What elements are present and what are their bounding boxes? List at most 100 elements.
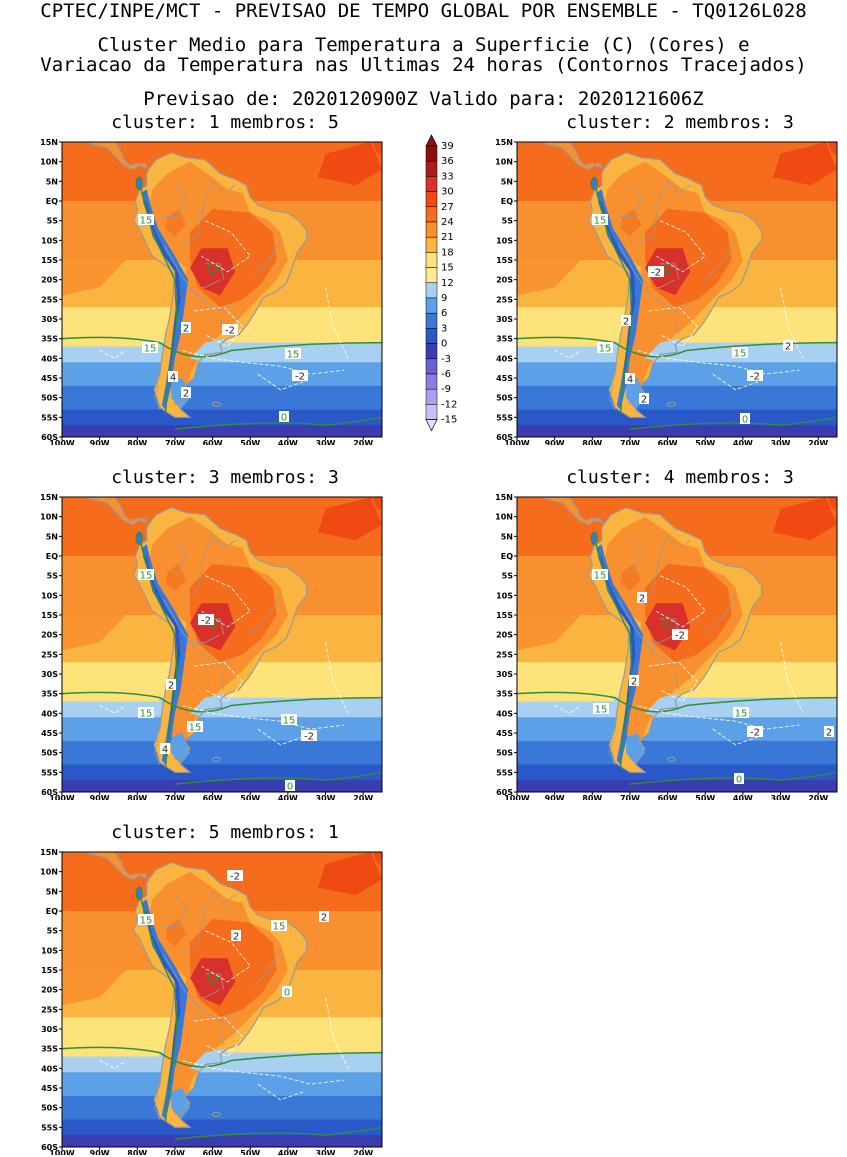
lon-label: 90W	[545, 794, 565, 800]
country-border	[163, 954, 180, 982]
temperature-band	[517, 362, 837, 387]
country-border	[219, 1028, 225, 1045]
colorbar-swatch	[425, 404, 438, 420]
map-frame	[516, 141, 838, 438]
atlantic-warm-area	[773, 497, 837, 541]
contour-label-bg	[648, 266, 664, 277]
lat-label: 55S	[496, 768, 513, 777]
colorbar-swatch	[425, 252, 438, 268]
lat-label: 15N	[40, 138, 58, 147]
falkland-islands	[666, 401, 676, 407]
contour-15-andes	[140, 899, 178, 1124]
lon-label: 40W	[278, 794, 298, 800]
colorbar-label: -6	[441, 369, 451, 380]
country-border	[212, 181, 236, 194]
colorbar-top-arrow	[425, 134, 438, 147]
colorbar-swatch	[425, 176, 438, 192]
country-border	[618, 599, 635, 627]
colombia-cold-spot	[590, 531, 598, 545]
temperature-band	[517, 717, 837, 742]
map-frame	[61, 851, 383, 1148]
lat-label: 30S	[496, 315, 513, 324]
contour-label-bg	[138, 214, 154, 225]
country-border	[163, 895, 187, 928]
colorbar-label: 9	[441, 293, 447, 304]
country-border	[704, 595, 736, 635]
pacific-warm-area	[62, 208, 138, 296]
lat-label: 15N	[495, 493, 513, 502]
temperature-band	[517, 780, 837, 792]
colorbar-swatch	[425, 267, 438, 284]
cluster-2-title: cluster: 2 membros: 3	[566, 112, 794, 133]
map-frame	[61, 141, 383, 438]
country-border	[190, 989, 221, 998]
country-border	[667, 536, 691, 549]
lon-label: 60W	[203, 794, 223, 800]
country-border	[163, 540, 187, 573]
contour-label-bg	[593, 703, 609, 714]
lon-label: 20W	[808, 794, 828, 800]
contour-label: 15	[140, 709, 153, 720]
temperature-colorbar: 39 36 33 30 27 24 21 18 15 12 9 6 3 0 -3 -6 -9 -12 -15	[418, 130, 478, 445]
contour-label-bg	[621, 315, 631, 326]
colorbar-label: 0	[441, 339, 447, 350]
lon-label: 30W	[316, 794, 336, 800]
coastline	[132, 506, 308, 773]
variation-contour	[656, 575, 706, 628]
lon-label: 50W	[695, 794, 715, 800]
lat-label: 15S	[496, 256, 513, 265]
amazon-region	[165, 208, 187, 237]
contour-label: 0	[284, 988, 290, 999]
variation-contour	[325, 642, 349, 714]
lat-label: 30S	[41, 315, 58, 324]
lat-label: 40S	[41, 354, 58, 363]
colorbar-label: 6	[441, 308, 447, 319]
africa-coast	[373, 497, 382, 511]
coastline-ca	[62, 497, 150, 526]
lat-label: 45S	[41, 729, 58, 738]
lat-label: 5S	[47, 572, 59, 581]
country-border	[249, 950, 281, 990]
forecast-validity: Previsao de: 2020120900Z Valido para: 20…	[143, 88, 704, 110]
chile-islands	[153, 374, 161, 410]
lat-label: 10N	[495, 158, 513, 167]
contour-label-bg	[292, 370, 308, 381]
coastline	[132, 151, 308, 418]
temperature-band	[62, 409, 382, 426]
colorbar-swatch	[425, 312, 438, 329]
contour-label: 15	[594, 571, 607, 582]
variation-contour	[201, 575, 251, 628]
temperature-band	[62, 740, 382, 765]
variation-contour	[193, 661, 244, 703]
cluster-2-map: 15 -2 2 15 15 2 4 -2 2 0 15N 10N 5N EQ 5S 10S 15S 20S 25S 3…	[477, 135, 847, 445]
temperature-band	[517, 385, 837, 410]
contour-label: 4	[162, 745, 168, 756]
contour-label-bg	[740, 413, 750, 424]
lat-label: 60S	[41, 433, 58, 442]
lat-label: 20S	[41, 986, 58, 995]
lon-label: 80W	[127, 1149, 147, 1155]
contour-label-bg	[279, 411, 289, 422]
coastline-ca	[62, 852, 150, 881]
contour-label-bg	[301, 730, 317, 741]
temperature-band	[62, 764, 382, 781]
country-border	[163, 599, 180, 627]
lat-label: 55S	[496, 413, 513, 422]
lon-label: 70W	[620, 439, 640, 445]
lon-label: 90W	[90, 794, 110, 800]
pacific-mild-area	[62, 674, 160, 702]
colorbar-swatch	[425, 191, 438, 208]
subtitle-line1: Cluster Medio para Temperatura a Superfi…	[97, 34, 750, 56]
contour-label-bg	[733, 707, 749, 718]
lat-label: 10S	[496, 591, 513, 600]
colorbar-swatch	[425, 343, 438, 360]
lon-label: 40W	[733, 794, 753, 800]
lon-label: 20W	[353, 1149, 373, 1155]
lat-label: 20S	[496, 631, 513, 640]
coastline-ca	[62, 142, 150, 171]
variation-contour	[257, 1083, 304, 1101]
lon-label: 80W	[582, 794, 602, 800]
contour-label: 2	[233, 932, 239, 943]
contour-label: 15	[140, 216, 153, 227]
